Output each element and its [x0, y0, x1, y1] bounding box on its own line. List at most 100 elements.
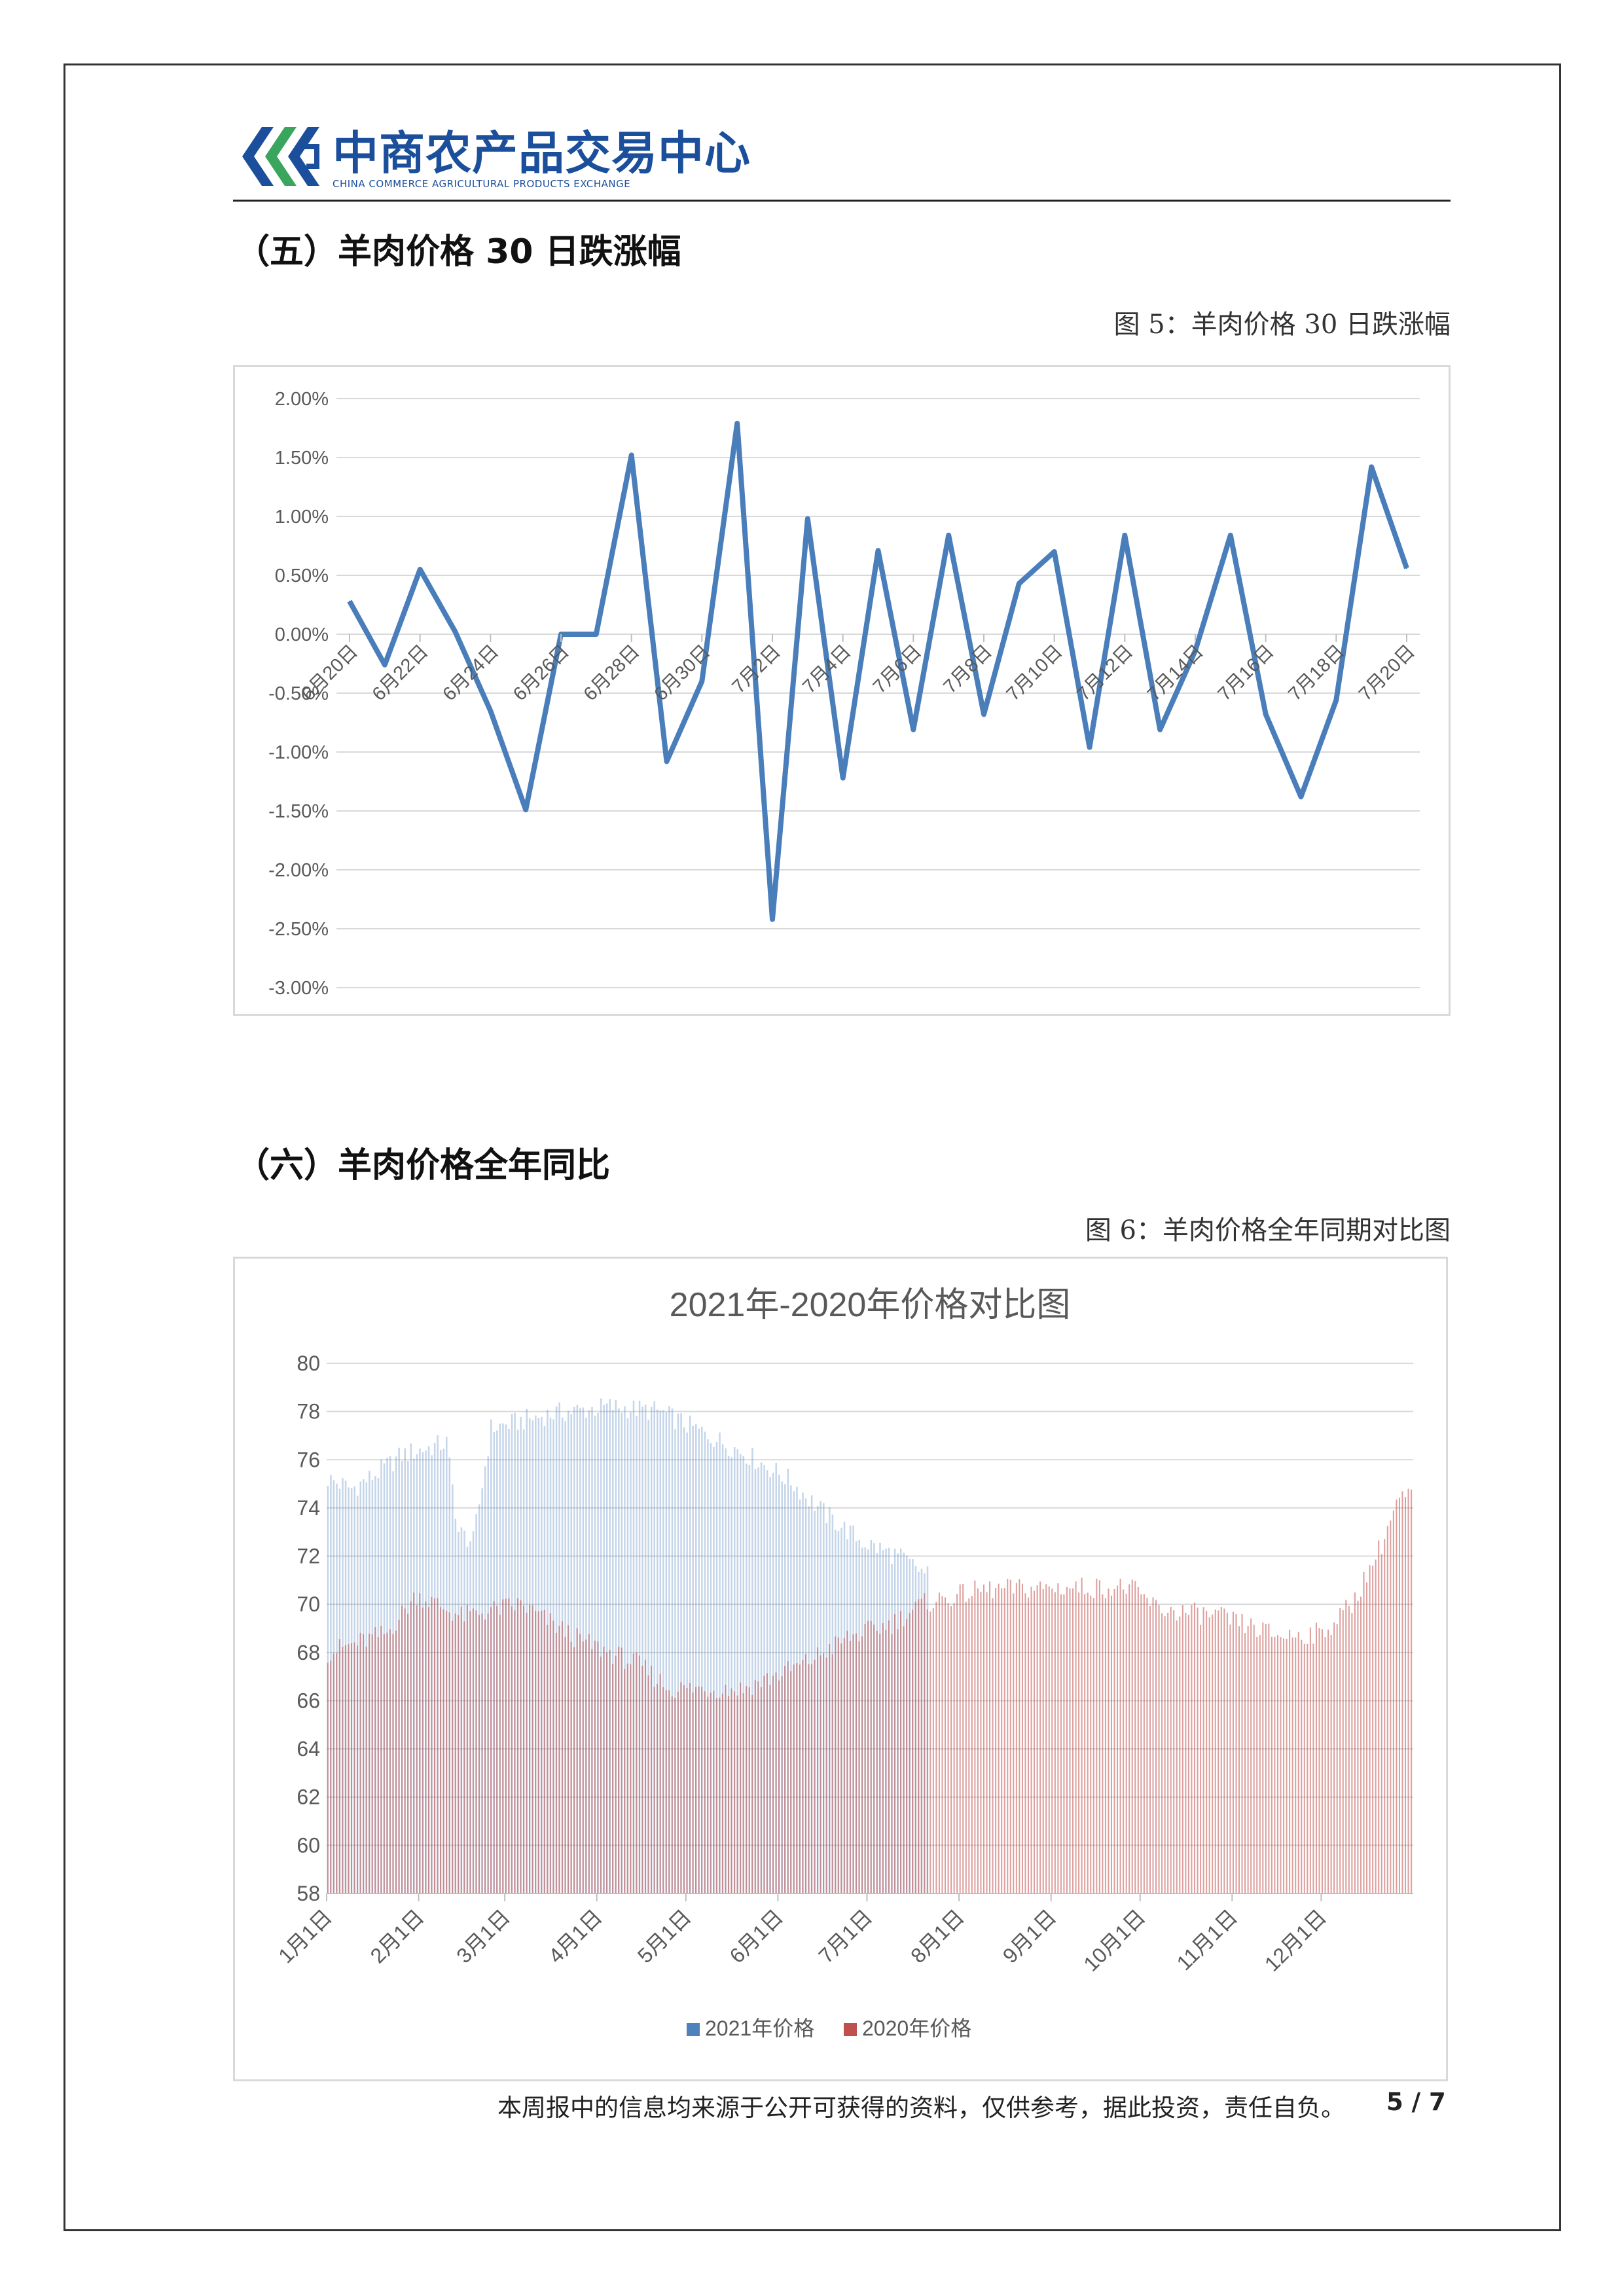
bar-2020 — [1398, 1498, 1400, 1893]
bar-2020 — [692, 1692, 694, 1893]
bar-2020 — [1197, 1607, 1199, 1893]
bar-2021 — [612, 1410, 614, 1893]
bar-2021 — [704, 1431, 706, 1893]
bar-2021 — [657, 1409, 659, 1893]
footer-disclaimer: 本周报中的信息均来源于公开可获得的资料，仅供参考，据此投资，责任自负。 — [497, 2094, 1345, 2122]
bar-2020 — [695, 1687, 697, 1893]
bar-2021 — [710, 1443, 712, 1893]
price-change-point — [1018, 583, 1020, 584]
bar-2020 — [1318, 1628, 1320, 1893]
bar-2021 — [632, 1401, 635, 1893]
bar-2021 — [701, 1426, 703, 1893]
bar-2020 — [1407, 1488, 1409, 1893]
bar-2020 — [1218, 1610, 1219, 1893]
bar-2021 — [609, 1399, 611, 1893]
y-tick-label: 68 — [297, 1641, 320, 1664]
y-tick-label: -3.00% — [268, 978, 329, 999]
bar-2020 — [493, 1601, 495, 1893]
y-tick-label: 60 — [297, 1833, 320, 1857]
bar-2020 — [452, 1621, 454, 1893]
bar-2020 — [561, 1621, 563, 1893]
bar-2020 — [686, 1688, 688, 1893]
bar-2020 — [1069, 1588, 1071, 1893]
logo-english-name: CHINA COMMERCE AGRICULTURAL PRODUCTS EXC… — [333, 178, 631, 190]
bar-2020 — [1274, 1636, 1276, 1893]
bar-2020 — [1119, 1579, 1121, 1893]
bar-2020 — [829, 1644, 831, 1893]
year-comparison-chart: 2021年-2020年价格对比图 80 78 76 74 72 70 68 66 64 62 60 58… — [233, 1257, 1448, 2081]
bar-2020 — [1003, 1588, 1005, 1893]
bar-2020 — [579, 1634, 581, 1893]
bar-2020 — [407, 1613, 409, 1893]
bar-2020 — [1265, 1624, 1267, 1893]
bar-2020 — [1007, 1579, 1009, 1893]
bar-2020 — [605, 1652, 607, 1893]
bar-2020 — [1372, 1565, 1374, 1893]
bar-2020 — [746, 1686, 748, 1893]
bar-2020 — [820, 1655, 821, 1893]
price-change-point — [1406, 567, 1407, 569]
bar-2020 — [463, 1621, 465, 1893]
bar-2020 — [920, 1598, 922, 1893]
bar-2020 — [965, 1602, 967, 1893]
bar-2020 — [1167, 1613, 1169, 1893]
bar-2020 — [433, 1598, 435, 1893]
x-tick-label: 7月16日 — [1214, 641, 1278, 705]
bar-2020 — [888, 1620, 890, 1893]
bar-2020 — [356, 1645, 358, 1893]
bar-2020 — [677, 1691, 679, 1893]
page-border — [63, 63, 1561, 2231]
bar-2020 — [543, 1609, 545, 1893]
bar-2020 — [469, 1611, 471, 1893]
bar-2020 — [1309, 1627, 1311, 1893]
bar-2020 — [725, 1685, 727, 1893]
bar-2020 — [612, 1664, 614, 1893]
x-tick-label: 6月24日 — [439, 641, 503, 705]
bar-2020 — [458, 1615, 460, 1893]
bar-2020 — [511, 1606, 513, 1893]
bar-2020 — [431, 1596, 433, 1893]
bar-2020 — [1087, 1592, 1089, 1893]
bar-2021 — [727, 1456, 730, 1893]
bar-2020 — [541, 1610, 543, 1893]
bar-2020 — [1078, 1592, 1080, 1893]
bar-2020 — [1072, 1588, 1074, 1893]
price-change-point — [1300, 796, 1302, 798]
bar-2020 — [1161, 1613, 1163, 1893]
bar-2020 — [1034, 1590, 1036, 1893]
bar-2020 — [1187, 1615, 1189, 1893]
bar-2020 — [1235, 1613, 1237, 1893]
bar-2020 — [814, 1659, 816, 1893]
bar-2020 — [1176, 1620, 1178, 1893]
x-tick-label: 8月1日 — [906, 1905, 969, 1967]
bar-2020 — [781, 1676, 783, 1893]
legend-swatch — [844, 2023, 857, 2036]
bar-2020 — [522, 1605, 524, 1893]
bar-2020 — [1411, 1489, 1413, 1893]
bar-2020 — [644, 1659, 646, 1893]
price-change-point — [1229, 534, 1231, 536]
figure6-caption: 图 6：羊肉价格全年同期对比图 — [1085, 1215, 1451, 1246]
bar-2020 — [1042, 1588, 1044, 1893]
bar-2020 — [609, 1649, 611, 1893]
bar-2020 — [363, 1634, 365, 1893]
price-change-point — [490, 710, 492, 711]
bar-2020 — [410, 1601, 412, 1893]
bar-2021 — [624, 1406, 626, 1893]
bar-2021 — [746, 1463, 748, 1893]
bar-2020 — [731, 1688, 732, 1893]
bar-2020 — [1214, 1609, 1216, 1893]
bar-2020 — [971, 1596, 973, 1893]
bar-2020 — [710, 1692, 712, 1893]
bar-2021 — [647, 1420, 649, 1893]
bar-2020 — [547, 1624, 549, 1893]
bar-2020 — [941, 1596, 943, 1893]
bar-2020 — [615, 1655, 617, 1893]
bar-2020 — [1057, 1583, 1059, 1893]
bar-2020 — [769, 1685, 771, 1893]
x-tick-label: 1月1日 — [274, 1905, 336, 1967]
bar-2020 — [630, 1664, 632, 1893]
bar-2020 — [1380, 1554, 1382, 1893]
bar-2020 — [1063, 1594, 1065, 1893]
bar-2020 — [520, 1600, 522, 1893]
